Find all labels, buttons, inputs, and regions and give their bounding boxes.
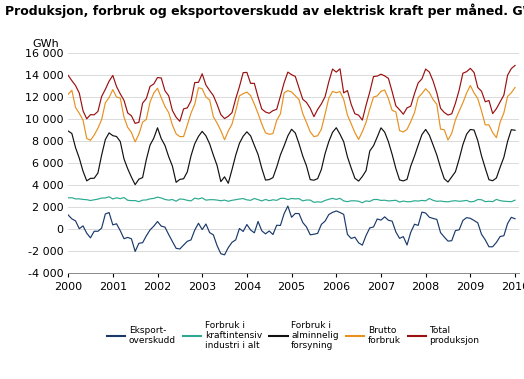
Legend: Eksport-
overskudd, Forbruk i
kraftintensiv
industri i alt, Forbruk i
alminnelig: Eksport- overskudd, Forbruk i kraftinten… [104, 317, 483, 354]
Text: Produksjon, forbruk og eksportoverskudd av elektrisk kraft per måned. GWh: Produksjon, forbruk og eksportoverskudd … [5, 4, 524, 18]
Text: GWh: GWh [32, 39, 59, 49]
